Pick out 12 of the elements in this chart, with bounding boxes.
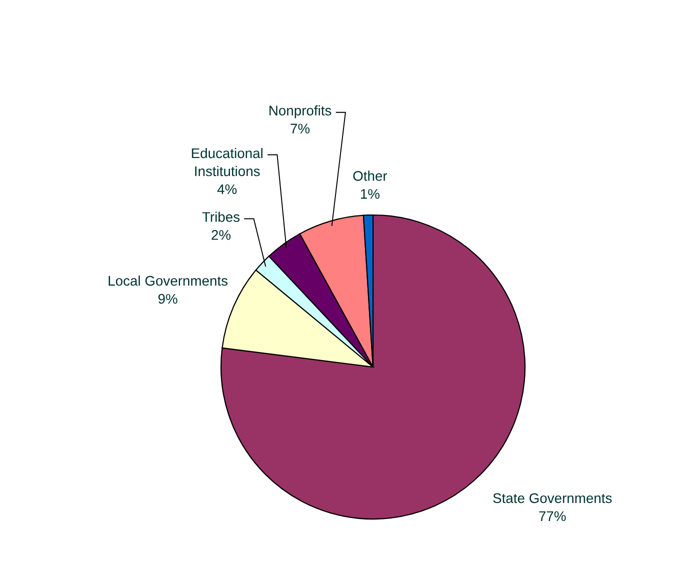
slice-label: Nonprofits bbox=[270, 105, 332, 118]
slice-label: Local Governments bbox=[108, 276, 228, 286]
data-label: 1% bbox=[360, 189, 380, 199]
data-label: 2% bbox=[212, 230, 231, 240]
slice-label: Other bbox=[353, 170, 388, 181]
slice-label: Tribes bbox=[202, 212, 240, 222]
slice-label: Educational Institutions bbox=[192, 148, 262, 176]
slice-label: State Governments bbox=[493, 493, 612, 504]
data-label: 4% bbox=[217, 184, 237, 194]
data-label: 7% bbox=[290, 124, 310, 134]
data-label: 77% bbox=[539, 511, 566, 522]
data-label: 9% bbox=[158, 294, 178, 304]
